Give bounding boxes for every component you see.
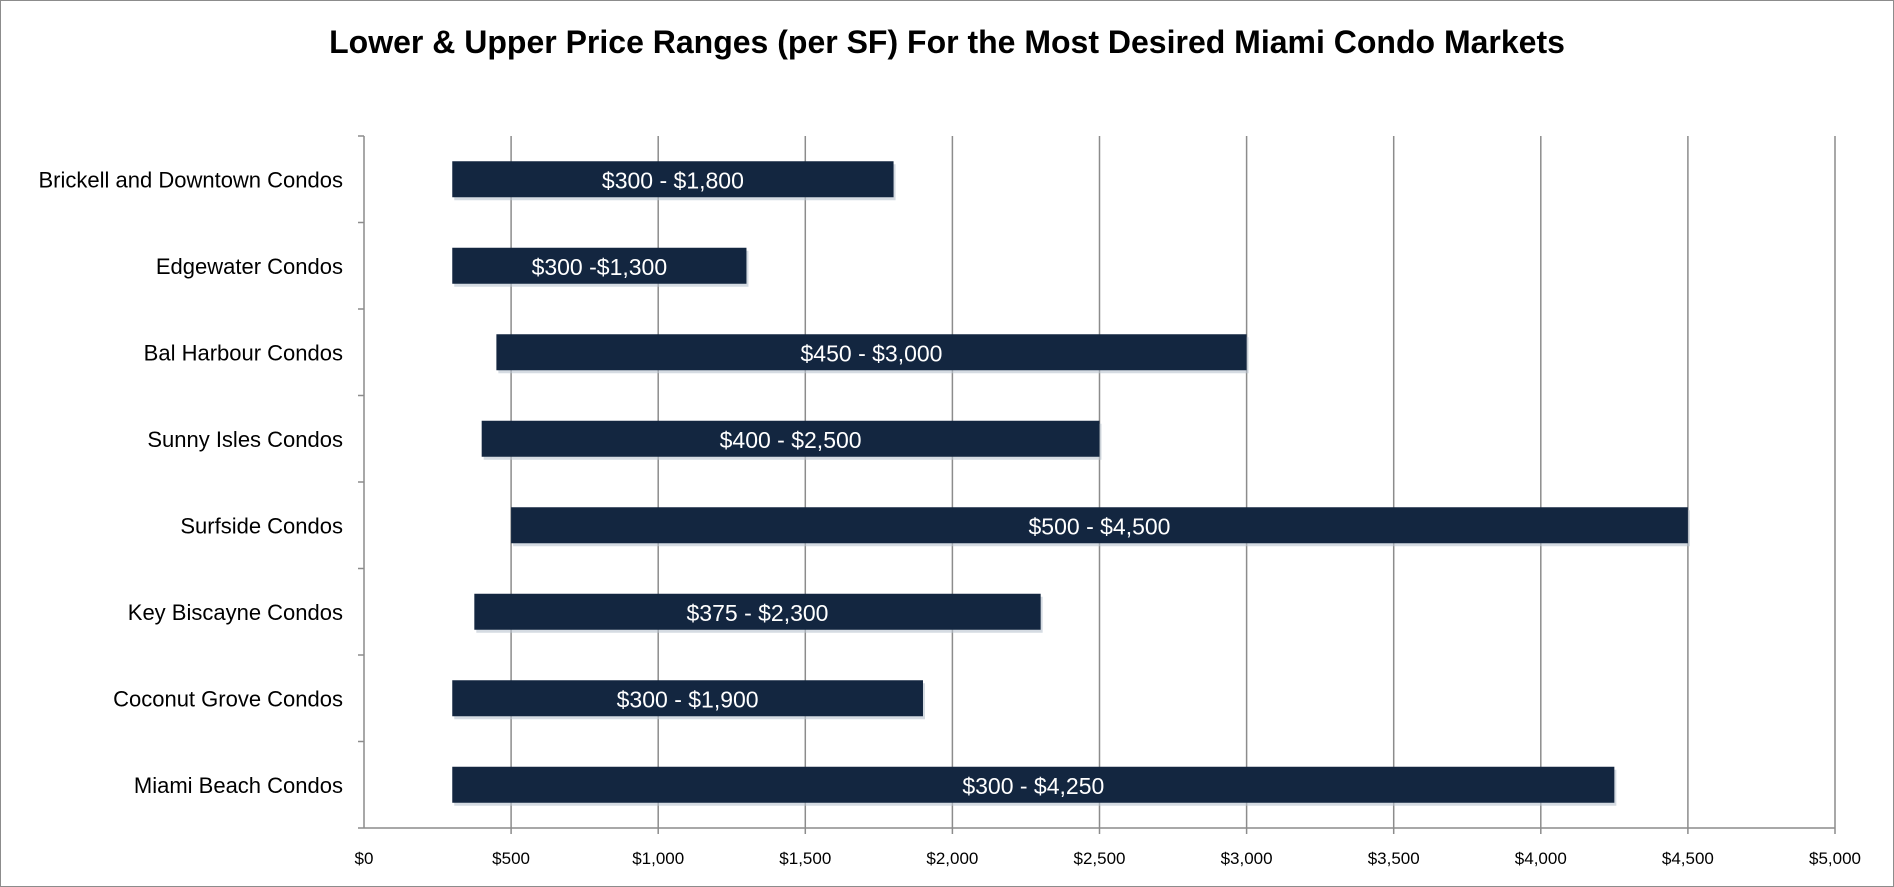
x-tick-label: $4,000	[1515, 849, 1567, 868]
bar-data-label: $375 - $2,300	[687, 600, 829, 626]
category-label: Surfside Condos	[180, 513, 343, 538]
bar-data-label: $500 - $4,500	[1029, 513, 1171, 539]
bar-data-label: $300 - $1,800	[602, 167, 744, 193]
labels: Brickell and Downtown Condos $300 - $1,80…	[39, 167, 1171, 799]
category-label: Brickell and Downtown Condos	[39, 167, 344, 192]
range-bar	[481, 420, 1100, 457]
category-label: Key Biscayne Condos	[128, 600, 343, 625]
category-label: Sunny Isles Condos	[147, 427, 343, 452]
chart-title: Lower & Upper Price Ranges (per SF) For …	[329, 24, 1565, 60]
axes: $0 $500 $1,000 $1,500 $2,000 $2,500 $3,000 $3,5…	[355, 135, 1861, 868]
x-tick-label: $2,000	[926, 849, 978, 868]
bar-data-label: $400 - $2,500	[720, 427, 862, 453]
category-label: Edgewater Condos	[156, 254, 343, 279]
x-tick-label: $4,500	[1662, 849, 1714, 868]
bar-data-label: $300 - $1,900	[617, 686, 759, 712]
range-bar	[452, 766, 1615, 803]
range-bar	[511, 507, 1688, 544]
x-tick-label: $3,500	[1368, 849, 1420, 868]
x-tick-label: $1,000	[632, 849, 684, 868]
x-tick-label: $3,000	[1221, 849, 1273, 868]
range-bar	[452, 161, 894, 198]
gridlines	[510, 136, 1836, 834]
x-tick-label: $1,500	[779, 849, 831, 868]
x-tick-label: $2,500	[1074, 849, 1126, 868]
x-tick-label: $5,000	[1809, 849, 1861, 868]
x-tick-label: $0	[355, 849, 374, 868]
x-tick-label: $500	[492, 849, 530, 868]
category-label: Bal Harbour Condos	[144, 340, 343, 365]
category-label: Miami Beach Condos	[134, 773, 343, 798]
range-bar	[452, 247, 747, 284]
range-bar	[474, 593, 1041, 630]
category-label: Coconut Grove Condos	[113, 686, 343, 711]
bar-data-label: $300 - $4,250	[962, 773, 1104, 799]
bar-data-label: $300 -$1,300	[532, 254, 668, 280]
bars	[452, 161, 1690, 806]
bar-data-label: $450 - $3,000	[801, 340, 943, 366]
range-bar	[452, 680, 923, 717]
range-bar	[496, 334, 1247, 371]
